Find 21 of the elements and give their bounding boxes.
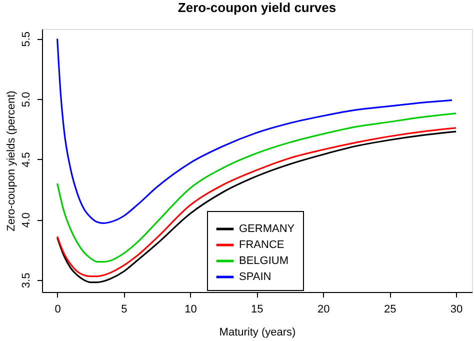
legend-label: SPAIN (239, 271, 272, 283)
y-tick-label: 5.0 (20, 92, 32, 108)
line-series (56, 38, 453, 224)
x-tick-label: 25 (384, 304, 396, 316)
y-tick-label: 3.5 (20, 272, 32, 288)
line-series (56, 112, 457, 263)
y-tick-label: 5.5 (20, 32, 32, 47)
chart-title: Zero-coupon yield curves (178, 0, 336, 15)
x-tick-label: 10 (184, 304, 197, 316)
x-tick-label: 30 (450, 304, 463, 316)
y-tick-label: 4.0 (20, 212, 32, 228)
x-tick-label: 5 (121, 304, 128, 316)
legend-label: FRANCE (239, 239, 284, 251)
x-tick-label: 15 (251, 304, 264, 316)
legend-label: GERMANY (239, 223, 296, 235)
x-tick-label: 0 (54, 304, 61, 316)
legend-label: BELGIUM (239, 255, 289, 267)
x-tick-label: 20 (318, 304, 330, 316)
x-axis-title: Maturity (years) (219, 326, 296, 338)
y-axis-title: Zero-coupon yields (percent) (6, 90, 18, 232)
y-tick-label: 4.5 (20, 152, 32, 168)
